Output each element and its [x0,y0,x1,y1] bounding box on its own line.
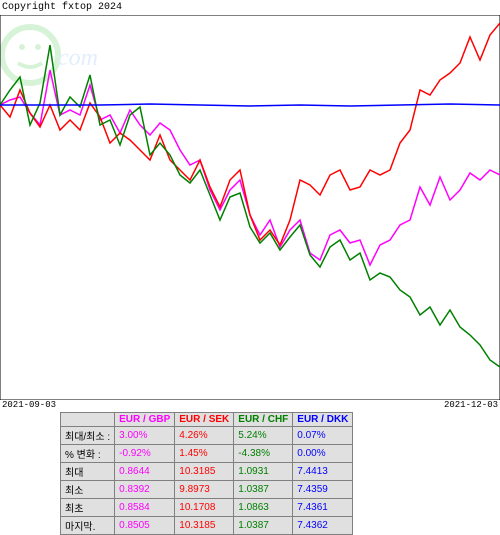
table-row-label: 마지막. [61,517,115,535]
table-cell: -4.38% [234,445,293,463]
table-header: EUR / DKK [293,413,353,427]
table-cell: 5.24% [234,427,293,445]
table-row: 최소0.83929.89731.03877.4359 [61,481,353,499]
table-row: 최초0.858410.17081.08637.4361 [61,499,353,517]
x-axis-start-label: 2021-09-03 [2,400,56,410]
table-row: 최대0.864410.31851.09317.4413 [61,463,353,481]
line-chart [0,15,500,400]
table-row: % 변화 :-0.92%1.45%-4.38%0.00% [61,445,353,463]
table-cell: 3.00% [115,427,175,445]
table-header: EUR / SEK [175,413,234,427]
table-cell: 7.4361 [293,499,353,517]
table-cell: 0.07% [293,427,353,445]
table-row-label: 최대 [61,463,115,481]
table-row-label: 최대/최소 : [61,427,115,445]
table-cell: 10.3185 [175,517,234,535]
table-row-label: 최초 [61,499,115,517]
table-cell: 0.8584 [115,499,175,517]
table-header-blank [61,413,115,427]
table-cell: 7.4362 [293,517,353,535]
table-cell: 7.4359 [293,481,353,499]
table-row-label: 최소 [61,481,115,499]
table-cell: 0.8644 [115,463,175,481]
table-row: 마지막.0.850510.31851.03877.4362 [61,517,353,535]
chart-series-eur---dkk [0,104,500,106]
table-cell: 9.8973 [175,481,234,499]
table-cell: 10.1708 [175,499,234,517]
table-cell: 10.3185 [175,463,234,481]
table-cell: 0.8392 [115,481,175,499]
table-cell: 4.26% [175,427,234,445]
table-header: EUR / CHF [234,413,293,427]
copyright-text: Copyright fxtop 2024 [2,2,122,13]
table-cell: 7.4413 [293,463,353,481]
table-cell: 1.0863 [234,499,293,517]
table-cell: 1.0931 [234,463,293,481]
table-header: EUR / GBP [115,413,175,427]
table-cell: 0.8505 [115,517,175,535]
table-row-label: % 변화 : [61,445,115,463]
chart-series-eur---gbp [0,70,500,265]
table-cell: 1.0387 [234,517,293,535]
table-cell: -0.92% [115,445,175,463]
chart-area [0,15,500,400]
table-row: 최대/최소 :3.00%4.26%5.24%0.07% [61,427,353,445]
summary-table: EUR / GBPEUR / SEKEUR / CHFEUR / DKK최대/최… [60,412,353,535]
table-cell: 1.45% [175,445,234,463]
table-cell: 0.00% [293,445,353,463]
chart-series-eur---sek [0,23,500,245]
table-cell: 1.0387 [234,481,293,499]
x-axis-end-label: 2021-12-03 [444,400,498,410]
